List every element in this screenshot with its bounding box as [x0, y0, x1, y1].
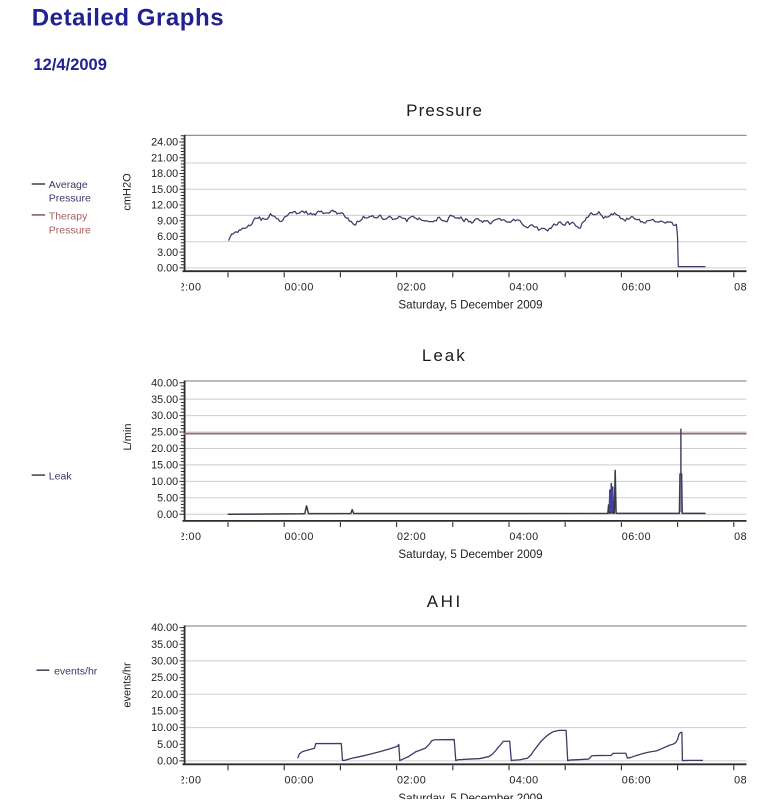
svg-text:AHI: AHI: [427, 592, 463, 611]
svg-text:02:00: 02:00: [397, 775, 426, 787]
svg-text:22:00: 22:00: [172, 775, 201, 787]
svg-text:35.00: 35.00: [151, 394, 178, 406]
svg-text:0.00: 0.00: [157, 263, 178, 275]
svg-text:25.00: 25.00: [151, 672, 178, 684]
svg-text:12/4/2009: 12/4/2009: [34, 56, 107, 74]
svg-text:15.00: 15.00: [151, 460, 178, 472]
svg-text:20.00: 20.00: [151, 443, 178, 455]
svg-text:Leak: Leak: [422, 346, 467, 365]
svg-text:02:00: 02:00: [397, 281, 426, 293]
svg-text:12.00: 12.00: [151, 200, 178, 212]
svg-text:5.00: 5.00: [157, 492, 178, 504]
svg-text:events/hr: events/hr: [54, 665, 98, 677]
svg-text:22:00: 22:00: [172, 281, 201, 293]
svg-text:04:00: 04:00: [509, 531, 538, 543]
svg-text:06:00: 06:00: [622, 281, 651, 293]
svg-text:30.00: 30.00: [151, 410, 178, 422]
svg-text:08:00: 08:00: [734, 531, 763, 543]
svg-text:Leak: Leak: [49, 470, 73, 482]
svg-text:9.00: 9.00: [157, 215, 178, 227]
svg-text:04:00: 04:00: [509, 775, 538, 787]
svg-text:02:00: 02:00: [397, 531, 426, 543]
svg-text:08:00: 08:00: [734, 281, 763, 293]
svg-text:6.00: 6.00: [157, 231, 178, 243]
svg-text:Saturday, 5 December 2009: Saturday, 5 December 2009: [398, 792, 542, 799]
svg-text:00:00: 00:00: [285, 531, 314, 543]
svg-text:Average: Average: [49, 179, 88, 191]
svg-text:events/hr: events/hr: [122, 662, 134, 708]
svg-text:10.00: 10.00: [151, 722, 178, 734]
svg-text:40.00: 40.00: [151, 622, 178, 634]
svg-text:Saturday, 5 December 2009: Saturday, 5 December 2009: [398, 299, 542, 312]
svg-text:06:00: 06:00: [622, 775, 651, 787]
svg-text:30.00: 30.00: [151, 656, 178, 668]
svg-text:20.00: 20.00: [151, 689, 178, 701]
svg-text:08:00: 08:00: [734, 775, 763, 787]
svg-text:Therapy: Therapy: [49, 210, 88, 222]
svg-text:04:00: 04:00: [509, 281, 538, 293]
svg-text:24.00: 24.00: [151, 137, 178, 149]
svg-text:00:00: 00:00: [285, 775, 314, 787]
svg-text:3.00: 3.00: [157, 247, 178, 259]
svg-text:21.00: 21.00: [151, 152, 178, 164]
svg-text:40.00: 40.00: [151, 377, 178, 389]
svg-text:Pressure: Pressure: [49, 192, 91, 204]
svg-text:Pressure: Pressure: [406, 101, 483, 120]
svg-text:0.00: 0.00: [157, 756, 178, 768]
svg-text:06:00: 06:00: [622, 531, 651, 543]
svg-text:Pressure: Pressure: [49, 224, 91, 236]
svg-text:22:00: 22:00: [172, 531, 201, 543]
svg-text:L/min: L/min: [122, 424, 134, 451]
svg-text:cmH2O: cmH2O: [121, 173, 133, 211]
svg-text:5.00: 5.00: [157, 739, 178, 751]
svg-text:00:00: 00:00: [285, 281, 314, 293]
svg-text:0.00: 0.00: [157, 509, 178, 521]
svg-text:15.00: 15.00: [151, 706, 178, 718]
svg-text:15.00: 15.00: [151, 184, 178, 196]
svg-text:Saturday, 5 December 2009: Saturday, 5 December 2009: [398, 548, 542, 561]
svg-text:35.00: 35.00: [151, 639, 178, 651]
svg-text:18.00: 18.00: [151, 168, 178, 180]
svg-text:Detailed Graphs: Detailed Graphs: [32, 5, 224, 32]
svg-text:25.00: 25.00: [151, 427, 178, 439]
svg-text:10.00: 10.00: [151, 476, 178, 488]
